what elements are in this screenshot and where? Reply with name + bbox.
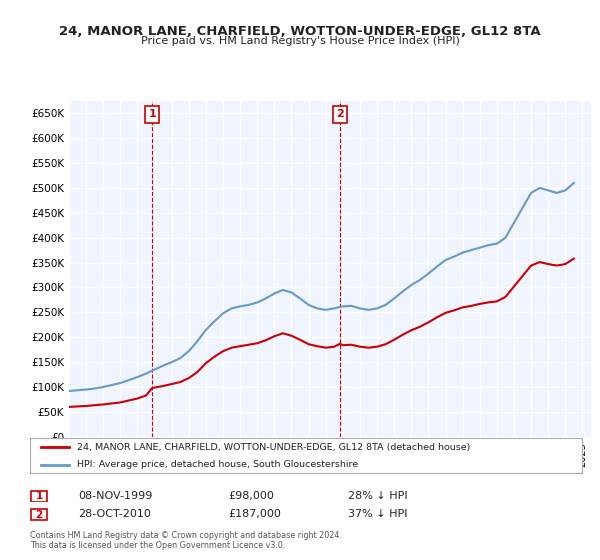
Text: 2: 2 — [35, 510, 43, 520]
Text: £187,000: £187,000 — [228, 509, 281, 519]
Text: 37% ↓ HPI: 37% ↓ HPI — [348, 509, 407, 519]
FancyBboxPatch shape — [31, 509, 47, 520]
FancyBboxPatch shape — [31, 491, 47, 502]
Text: Price paid vs. HM Land Registry's House Price Index (HPI): Price paid vs. HM Land Registry's House … — [140, 36, 460, 46]
Text: 1: 1 — [148, 109, 156, 119]
Text: 24, MANOR LANE, CHARFIELD, WOTTON-UNDER-EDGE, GL12 8TA (detached house): 24, MANOR LANE, CHARFIELD, WOTTON-UNDER-… — [77, 442, 470, 452]
Text: 28% ↓ HPI: 28% ↓ HPI — [348, 491, 407, 501]
Text: £98,000: £98,000 — [228, 491, 274, 501]
FancyBboxPatch shape — [30, 438, 582, 473]
Text: Contains HM Land Registry data © Crown copyright and database right 2024.
This d: Contains HM Land Registry data © Crown c… — [30, 530, 342, 550]
Text: 2: 2 — [336, 109, 344, 119]
Text: 28-OCT-2010: 28-OCT-2010 — [78, 509, 151, 519]
Text: 1: 1 — [35, 491, 43, 501]
Text: 24, MANOR LANE, CHARFIELD, WOTTON-UNDER-EDGE, GL12 8TA: 24, MANOR LANE, CHARFIELD, WOTTON-UNDER-… — [59, 25, 541, 38]
Text: HPI: Average price, detached house, South Gloucestershire: HPI: Average price, detached house, Sout… — [77, 460, 358, 469]
Text: 08-NOV-1999: 08-NOV-1999 — [78, 491, 152, 501]
